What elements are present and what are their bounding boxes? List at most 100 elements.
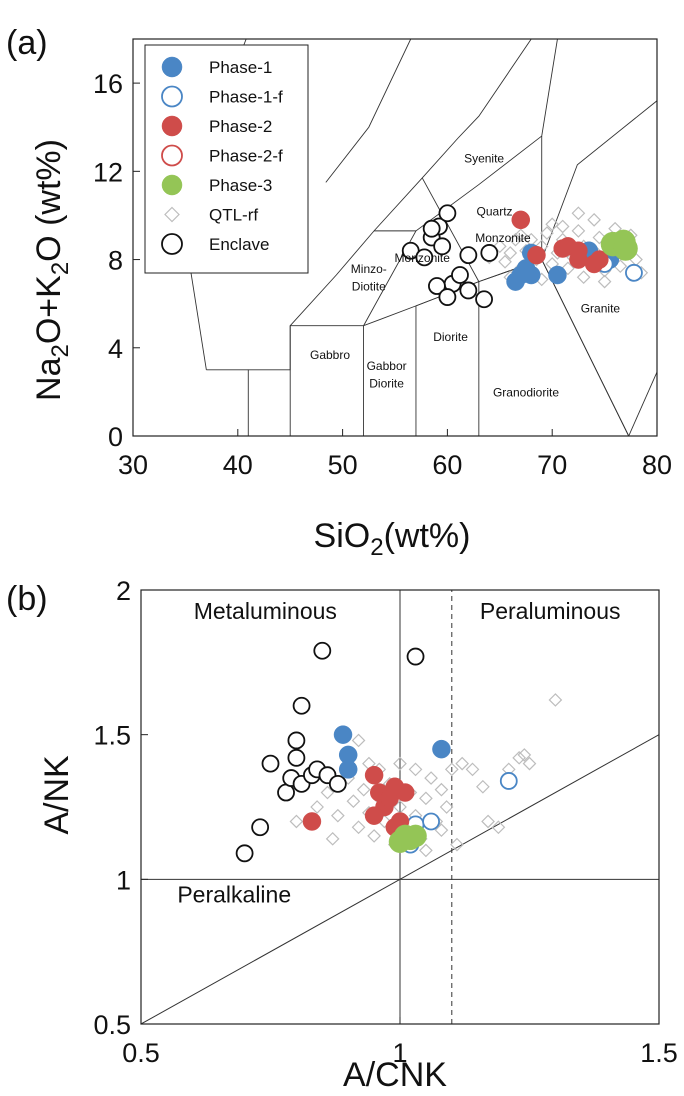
point-qtl-rf — [555, 219, 570, 234]
field-label-gabbro: Gabbro — [310, 348, 350, 362]
field-label-syenite: Syenite — [464, 152, 504, 166]
point-enclave — [235, 844, 254, 863]
x-tick-label: 1.5 — [640, 1038, 678, 1068]
point-qtl-rf — [351, 733, 366, 748]
point-phase-1-f — [499, 772, 518, 790]
x-tick-label: 60 — [432, 450, 462, 480]
legend-label-enclave: Enclave — [209, 235, 269, 254]
field-label-granodiorite: Granodiorite — [493, 385, 559, 399]
point-qtl-rf — [393, 756, 407, 771]
point-phase-2 — [527, 245, 546, 265]
panel-a-field-labels: Syenite Quartz Monzonite Monzonite Minzo- Dio… — [310, 152, 620, 400]
panel-b-data-points — [235, 641, 563, 863]
x-tick-label: 1 — [392, 1038, 407, 1068]
point-qtl-rf — [592, 230, 607, 245]
point-qtl-rf — [522, 756, 537, 771]
point-qtl-rf — [444, 762, 459, 777]
y-tick-label: 4 — [108, 334, 123, 364]
point-qtl-rf — [356, 782, 371, 797]
y-tick-label: 1.5 — [93, 721, 131, 751]
point-qtl-rf — [498, 254, 512, 269]
point-phase-1 — [338, 760, 358, 779]
point-enclave — [287, 748, 306, 767]
field-boundary-line — [363, 39, 558, 326]
point-qtl-rf — [597, 274, 612, 289]
field-label-diorite: Diorite — [433, 330, 468, 344]
y-tick-label: 12 — [93, 157, 123, 187]
point-enclave — [328, 774, 347, 793]
xlabel-part-sub: 2 — [370, 534, 383, 561]
point-qtl-rf — [320, 785, 335, 800]
point-enclave — [415, 248, 434, 267]
point-qtl-rf — [491, 820, 506, 835]
ylabel-part-tail: O (wt%) — [30, 139, 68, 262]
x-tick-label: 40 — [223, 450, 253, 480]
panel-a-tas-diagram: (a) 30 40 50 60 70 80 0 4 8 12 16 Syenite Quartz Mon… — [6, 24, 672, 561]
point-enclave — [251, 818, 270, 837]
point-qtl-rf — [476, 779, 490, 794]
point-qtl-rf — [434, 823, 449, 837]
field-boundary-line — [628, 371, 657, 436]
point-enclave — [451, 266, 469, 284]
point-phase-1-f — [422, 812, 440, 831]
point-phase-1 — [548, 265, 567, 285]
point-qtl-rf — [325, 831, 340, 846]
point-qtl-rf — [450, 837, 464, 852]
legend-marker-phase-2-f — [161, 144, 183, 167]
panel-b-ticks: 0.5 1 1.5 0.5 1 1.5 2 — [93, 576, 677, 1068]
legend-label-phase-3: Phase-3 — [209, 176, 272, 195]
point-phase-2 — [302, 812, 322, 831]
point-phase-3 — [613, 236, 638, 261]
point-qtl-rf — [419, 791, 433, 806]
panel-a-x-axis-title: SiO2(wt%) — [314, 517, 471, 561]
x-tick-label: 0.5 — [122, 1038, 160, 1068]
point-qtl-rf — [492, 239, 507, 254]
reference-line-solid — [141, 734, 659, 1024]
field-label-diotite: Diotite — [352, 279, 386, 293]
point-qtl-rf — [481, 814, 495, 829]
y-tick-label: 16 — [93, 69, 123, 99]
point-qtl-rf — [465, 762, 480, 777]
legend-label-phase-1: Phase-1 — [209, 58, 272, 77]
field-label-diorite: Diorite — [369, 376, 404, 390]
point-enclave — [459, 281, 478, 300]
region-label-peraluminous: Peraluminous — [480, 598, 621, 624]
region-label-metaluminous: Metaluminous — [194, 598, 337, 624]
point-qtl-rf — [576, 270, 591, 285]
point-phase-1 — [432, 739, 451, 759]
point-phase-2 — [553, 239, 572, 258]
point-qtl-rf — [503, 246, 518, 260]
field-label-gabbor: Gabbor — [367, 359, 407, 373]
point-phase-2 — [590, 250, 609, 269]
legend-label-qtl-rf: QTL-rf — [209, 206, 258, 225]
xlabel-part-tail: (wt%) — [384, 517, 471, 555]
panel-a-legend: Phase-1 Phase-1-f Phase-2 Phase-2-f Phase-3 Q… — [144, 44, 309, 274]
point-qtl-rf — [330, 808, 345, 823]
point-qtl-rf — [571, 206, 586, 221]
ylabel-part-ok: O+K — [30, 275, 68, 344]
panel-b-acnk-diagram: (b) 0.5 1 1.5 0.5 1 1.5 2 Metaluminous Peralumi… — [6, 576, 678, 1094]
point-qtl-rf — [310, 800, 324, 814]
legend-label-phase-1-f: Phase-1-f — [209, 88, 283, 107]
legend-marker-phase-1 — [161, 56, 183, 78]
ylabel-part-sub1: 2 — [47, 344, 74, 357]
point-qtl-rf — [545, 217, 560, 232]
xlabel-part-sio: SiO — [314, 517, 371, 555]
field-boundary-line — [541, 259, 630, 436]
point-qtl-rf — [439, 800, 454, 814]
point-phase-2 — [511, 210, 531, 230]
panel-b-label: (b) — [6, 580, 48, 618]
field-boundary-line — [421, 177, 480, 282]
point-qtl-rf — [419, 843, 433, 858]
field-label-monzonite: Monzonite — [395, 251, 451, 265]
legend-marker-qtl-rf — [164, 206, 180, 223]
legend-marker-phase-1-f — [161, 85, 183, 108]
point-enclave — [480, 244, 499, 262]
point-qtl-rf — [512, 750, 526, 765]
point-enclave — [459, 246, 478, 265]
x-tick-label: 80 — [642, 450, 672, 480]
point-qtl-rf — [289, 814, 304, 829]
point-qtl-rf — [346, 794, 361, 809]
